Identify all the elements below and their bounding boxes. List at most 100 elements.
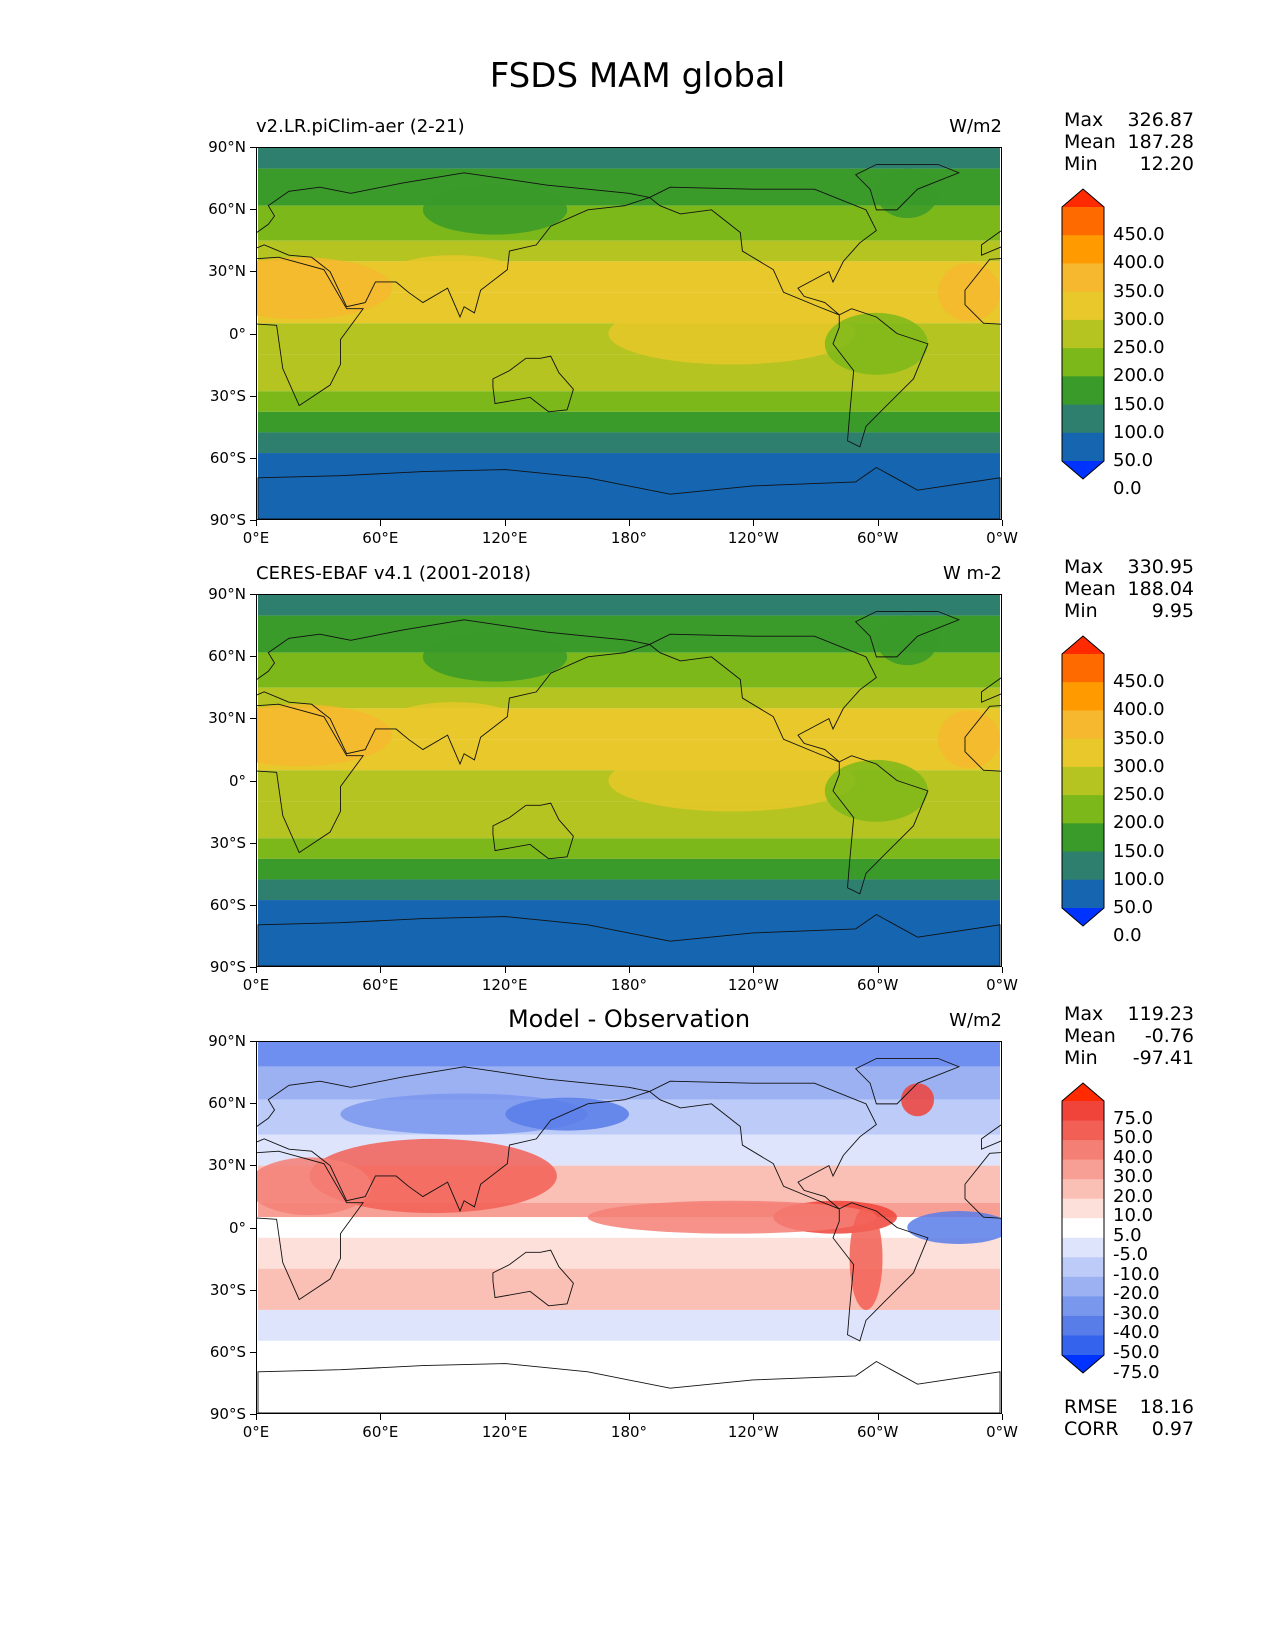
lat-tick — [250, 1351, 256, 1353]
stat-value: -97.41 — [1132, 1047, 1194, 1069]
colorbar-segment — [1062, 1120, 1104, 1141]
colorbar-segment — [1062, 1276, 1104, 1297]
stat-value: 188.04 — [1127, 578, 1194, 600]
colorbar-segment — [1062, 682, 1104, 711]
colorbar-tick-label: 200.0 — [1113, 365, 1165, 387]
lon-tick-label: 0°W — [986, 529, 1018, 547]
field-anomaly — [608, 302, 856, 365]
field-anomaly — [849, 1206, 883, 1310]
lat-tick-label: 60°S — [209, 1342, 246, 1361]
lat-tick — [250, 780, 256, 782]
stat-label: Mean — [1064, 1025, 1116, 1047]
colorbar-extend-max — [1062, 189, 1104, 207]
stat-label: Min — [1064, 1047, 1098, 1069]
colorbar-tick-label: 400.0 — [1113, 252, 1165, 274]
colorbar-segment — [1062, 710, 1104, 740]
coastline-eurasia — [257, 619, 652, 766]
colorbar-segment — [1062, 291, 1104, 321]
lon-tick-label: 0°E — [242, 976, 270, 994]
lon-tick — [753, 967, 755, 973]
metric-row: CORR 0.97 — [1064, 1418, 1194, 1440]
lat-tick-label: 90°S — [209, 958, 246, 976]
metric-value: 18.16 — [1139, 1396, 1194, 1418]
lon-tick-label: 120°E — [481, 529, 528, 547]
stat-value: 9.95 — [1151, 600, 1194, 622]
colorbar-segment — [1062, 879, 1104, 909]
coastline-africa — [964, 258, 1001, 325]
coastline-africa — [257, 256, 365, 407]
coastline-eurasia — [257, 1066, 652, 1213]
metric-value: 0.97 — [1151, 1418, 1194, 1440]
field-anomaly — [422, 632, 568, 682]
field-band — [258, 148, 1000, 169]
lat-tick-label: 30°S — [209, 386, 246, 405]
field-anomaly — [391, 702, 516, 736]
colorbar-segment — [1062, 263, 1104, 293]
lat-tick-label: 90°S — [209, 1405, 246, 1423]
lon-tick-label: 60°W — [856, 976, 899, 994]
lon-tick-label: 180° — [610, 976, 648, 994]
stat-row: Min -97.41 — [1064, 1047, 1194, 1069]
panel-title: CERES-EBAF v4.1 (2001-2018) — [256, 563, 532, 584]
panel-units: W/m2 — [949, 1010, 1002, 1031]
field-band — [258, 240, 1000, 262]
colorbar-segment — [1062, 404, 1104, 434]
lon-tick — [753, 520, 755, 526]
lon-tick — [256, 967, 257, 973]
colorbar-segment — [1062, 1335, 1104, 1356]
colorbar-extend-min — [1062, 461, 1104, 479]
lon-tick-label: 120°W — [727, 1423, 779, 1441]
colorbar-segment — [1062, 766, 1104, 796]
field-anomaly — [907, 1211, 1001, 1244]
field-anomaly — [901, 1083, 935, 1117]
colorbar-tick-label: 50.0 — [1113, 450, 1154, 471]
lat-tick — [250, 1227, 256, 1229]
stat-row: Min 9.95 — [1064, 600, 1194, 622]
colorbar-tick-label: 150.0 — [1113, 393, 1165, 415]
lon-tick-label: 60°W — [856, 1423, 899, 1441]
lat-tick — [250, 904, 256, 906]
colorbar-outline — [1061, 188, 1105, 480]
stat-row: Max 330.95 — [1064, 556, 1194, 578]
coastline-australia — [492, 1249, 574, 1307]
map-plot — [256, 594, 1002, 967]
field-anomaly — [587, 1200, 877, 1234]
lon-tick — [629, 1414, 630, 1420]
map-plot — [256, 1041, 1002, 1414]
field-band — [258, 1042, 1000, 1067]
stat-row: Mean 187.28 — [1064, 131, 1194, 153]
colorbar-segment — [1062, 1257, 1104, 1278]
colorbar-segment — [1062, 1218, 1104, 1239]
colorbar-outline — [1061, 635, 1105, 927]
lon-tick-label: 0°W — [986, 976, 1018, 994]
lat-tick-label: 30°S — [209, 833, 246, 852]
lat-tick-label: 60°S — [209, 895, 246, 914]
colorbar-segment — [1062, 319, 1104, 349]
colorbar-tick-label: 350.0 — [1113, 280, 1165, 302]
coastline-australia — [492, 355, 574, 413]
coastline-greenland — [854, 164, 961, 211]
coastline-africa — [257, 1150, 365, 1301]
colorbar-segment — [1062, 1179, 1104, 1200]
lon-tick-label: 120°W — [727, 976, 779, 994]
lon-tick-label: 60°E — [362, 529, 399, 547]
stat-row: Mean -0.76 — [1064, 1025, 1194, 1047]
lon-tick — [380, 520, 382, 526]
coastline-samerica — [832, 1202, 929, 1342]
lat-tick-label: 90°N — [208, 585, 246, 603]
coastline-africa — [964, 1152, 1001, 1219]
colorbar-tick-label: -40.0 — [1113, 1322, 1160, 1344]
colorbar-tick-label: 450.0 — [1113, 671, 1165, 693]
colorbar-tick-label: -10.0 — [1113, 1263, 1160, 1285]
lat-tick — [250, 271, 256, 273]
lat-tick-label: 0° — [228, 1218, 246, 1237]
lon-tick-label: 60°W — [856, 529, 899, 547]
field-band — [258, 1237, 1000, 1269]
colorbar-tick-label: 250.0 — [1113, 784, 1165, 806]
lon-tick — [877, 1414, 879, 1420]
coastline-namerica — [648, 186, 877, 316]
coastline-antarctica — [257, 466, 1001, 519]
lon-tick — [504, 520, 506, 526]
coastline-australia — [492, 802, 574, 860]
colorbar-tick-label: 200.0 — [1113, 812, 1165, 834]
